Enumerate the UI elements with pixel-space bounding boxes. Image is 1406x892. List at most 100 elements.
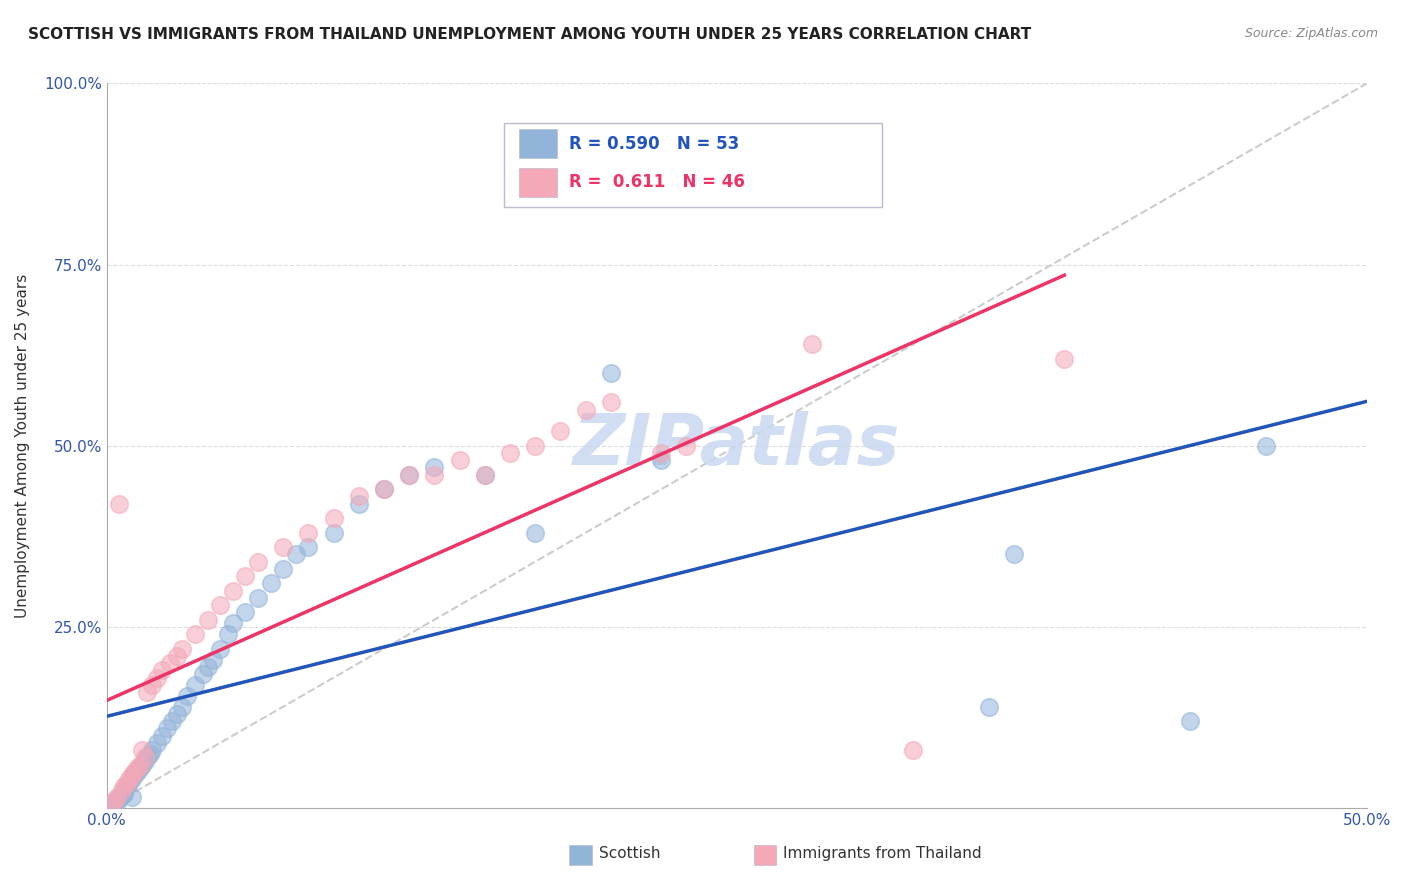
Point [172,641,194,656]
Point [121,790,143,805]
Point [235,606,257,620]
Point [217,627,239,641]
FancyBboxPatch shape [503,123,882,207]
Point [184,627,207,641]
Point [1053,351,1076,366]
Point [141,678,163,692]
Text: SCOTTISH VS IMMIGRANTS FROM THAILAND UNEMPLOYMENT AMONG YOUTH UNDER 25 YEARS COR: SCOTTISH VS IMMIGRANTS FROM THAILAND UNE… [28,27,1032,42]
Text: ZIPatlas: ZIPatlas [574,411,900,480]
Point [112,783,135,797]
Bar [519,129,557,158]
Point [599,395,621,409]
Point [162,714,184,728]
Text: R =  0.611   N = 46: R = 0.611 N = 46 [569,173,745,191]
Text: Immigrants from Thailand: Immigrants from Thailand [783,846,981,861]
Point [108,792,131,806]
Point [271,540,294,554]
Point [105,790,128,805]
Point [125,761,148,775]
Point [297,540,319,554]
Point [138,747,160,761]
Point [121,772,143,786]
Point [650,446,672,460]
Point [150,664,173,678]
Point [222,616,245,631]
Point [209,641,232,656]
Point [115,780,138,794]
Point [574,402,596,417]
Point [347,497,370,511]
Point [112,780,135,794]
Point [246,591,269,605]
Point [271,562,294,576]
Text: Scottish: Scottish [599,846,661,861]
Point [235,569,257,583]
Point [398,467,420,482]
Point [131,743,153,757]
Point [176,689,198,703]
Point [124,768,146,782]
Point [105,794,128,808]
Point [398,467,420,482]
Text: R = 0.590   N = 53: R = 0.590 N = 53 [569,135,740,153]
Point [111,788,134,802]
Point [108,497,131,511]
Point [209,598,232,612]
Point [101,797,124,812]
Point [166,648,188,663]
Point [128,757,150,772]
Point [125,764,148,779]
Point [449,453,471,467]
Point [101,797,124,812]
Point [599,366,621,380]
Point [201,652,224,666]
Point [191,667,214,681]
Point [373,482,395,496]
Point [297,525,319,540]
Point [115,775,138,789]
Point [474,467,496,482]
Point [322,511,344,525]
Point [146,736,169,750]
Point [373,482,395,496]
Point [1002,548,1025,562]
Point [1254,439,1277,453]
Point [474,467,496,482]
Point [197,660,219,674]
Point [131,757,153,772]
Point [159,656,181,670]
Point [166,706,188,721]
Point [423,467,446,482]
Y-axis label: Unemployment Among Youth under 25 years: Unemployment Among Youth under 25 years [15,274,30,618]
Point [550,424,572,438]
Point [108,790,131,805]
Bar [519,168,557,196]
Point [801,337,824,351]
Point [284,548,307,562]
Point [156,722,179,736]
Point [128,761,150,775]
Point [1180,714,1202,728]
Point [499,446,522,460]
Point [524,439,547,453]
Point [146,671,169,685]
Point [259,576,281,591]
Point [172,699,194,714]
Point [184,678,207,692]
Point [136,685,159,699]
Point [124,764,146,779]
Point [141,743,163,757]
Text: Source: ZipAtlas.com: Source: ZipAtlas.com [1244,27,1378,40]
Point [134,754,156,768]
Point [650,453,672,467]
Point [150,729,173,743]
Point [103,795,125,809]
Point [118,775,141,789]
Point [134,750,156,764]
Point [197,613,219,627]
Point [423,460,446,475]
Point [524,525,547,540]
Point [322,525,344,540]
Point [118,772,141,786]
Point [121,768,143,782]
